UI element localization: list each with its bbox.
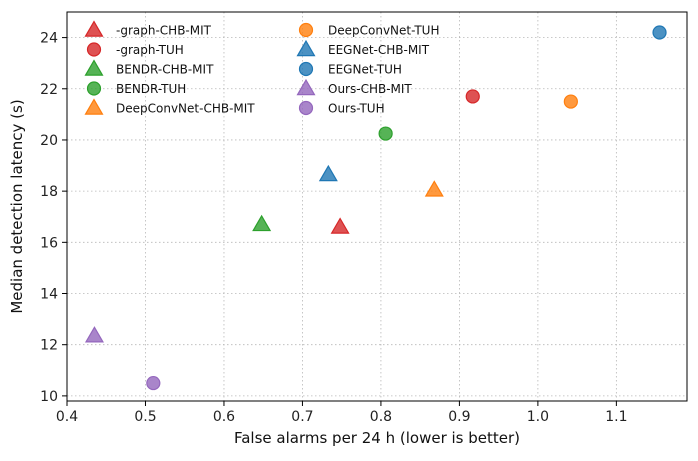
data-point	[84, 326, 104, 343]
y-tick-label: 10	[40, 389, 58, 405]
x-tick-label: 0.9	[448, 409, 470, 425]
legend-label: BENDR-TUH	[116, 82, 186, 96]
x-tick-label: 0.6	[213, 409, 235, 425]
x-tick-label: 0.8	[370, 409, 392, 425]
data-point	[563, 94, 578, 109]
legend-label: -graph-TUH	[116, 43, 184, 57]
data-point	[378, 126, 393, 141]
x-tick-label: 0.4	[56, 409, 78, 425]
legend-marker	[84, 98, 104, 115]
axes-layer: 0.4 0.5 0.6 0.7 0.8 0.9 1.0 1.1 10 12 14 16 18 20 22 24	[40, 11, 688, 425]
data-point	[330, 217, 350, 234]
legend-marker	[298, 100, 314, 116]
y-tick-label: 14	[40, 287, 58, 303]
legend-label: DeepConvNet-TUH	[328, 24, 439, 38]
legend-label: Ours-TUH	[328, 102, 385, 116]
legend-label: -graph-CHB-MIT	[116, 24, 212, 38]
plot-frame	[66, 11, 688, 402]
data-point	[318, 164, 338, 182]
x-tick-label: 1.0	[527, 409, 549, 425]
legend-label: Ours-CHB-MIT	[328, 82, 412, 96]
x-tick-label: 0.5	[134, 409, 156, 425]
y-tick-label: 22	[40, 82, 58, 98]
legend-marker	[86, 42, 102, 57]
x-tick-label: 1.1	[605, 409, 627, 425]
data-point	[652, 25, 667, 40]
legend: -graph-CHB-MIT -graph-TUH BENDR-CHB-MIT BEN…	[84, 20, 439, 116]
legend-marker	[296, 39, 316, 57]
y-tick-label: 18	[40, 184, 58, 200]
legend-label: EEGNet-TUH	[328, 63, 402, 77]
y-axis-title: Median detection latency (s)	[8, 99, 26, 313]
legend-marker	[84, 59, 104, 76]
y-tick-label: 24	[40, 31, 58, 47]
data-point	[424, 180, 444, 197]
legend-label: DeepConvNet-CHB-MIT	[116, 102, 255, 116]
legend-label: BENDR-CHB-MIT	[116, 63, 214, 77]
legend-marker	[86, 81, 102, 96]
legend-marker	[298, 61, 314, 77]
x-tick-label: 0.7	[291, 409, 313, 425]
y-tick-label: 16	[40, 235, 58, 251]
data-point	[252, 214, 272, 232]
data-point	[146, 375, 161, 391]
legend-marker	[84, 20, 104, 37]
legend-marker	[298, 22, 314, 38]
y-tick-label: 20	[40, 133, 58, 149]
grid-layer	[66, 12, 687, 401]
legend-label: EEGNet-CHB-MIT	[328, 43, 430, 57]
legend-marker	[296, 78, 316, 96]
data-point	[465, 89, 480, 104]
x-axis-title: False alarms per 24 h (lower is better)	[234, 429, 520, 447]
y-tick-label: 12	[40, 338, 58, 354]
points-layer	[84, 25, 667, 391]
